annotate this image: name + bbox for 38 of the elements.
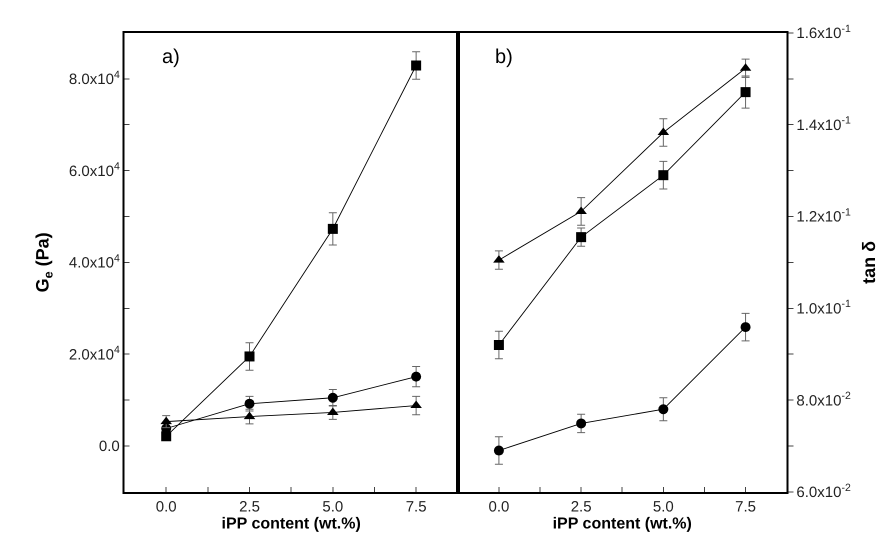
y-tick-label: 8.0x10$^{4}$ <box>68 68 120 88</box>
point <box>740 322 751 332</box>
point <box>740 87 751 98</box>
x-tick-label: 0.0 <box>156 498 177 516</box>
point <box>494 446 504 456</box>
point <box>244 398 255 409</box>
point <box>328 224 338 234</box>
x-tick-label: 5.0 <box>652 498 674 516</box>
x-tick-label: 2.5 <box>570 498 592 516</box>
x-axis-title: iPP content (wt.%) <box>222 516 361 533</box>
y2-tick-label: 1.6x10$^{-1}$ <box>796 22 851 42</box>
point <box>411 60 422 70</box>
point <box>494 340 504 350</box>
y-tick-label: 4.0x10$^{4}$ <box>68 252 120 272</box>
y-tick-label: 2.0x10$^{4}$ <box>68 344 120 364</box>
y2-tick-label: 1.0x10$^{-1}$ <box>796 298 851 318</box>
point <box>411 372 422 382</box>
x-tick-label: 2.5 <box>239 498 260 516</box>
y2-tick-label: 1.4x10$^{-1}$ <box>796 114 851 134</box>
x-tick-label: 5.0 <box>322 498 344 516</box>
x-tick-label: 7.5 <box>735 498 756 516</box>
point <box>328 392 338 403</box>
y2-tick-label: 8.0x10$^{-2}$ <box>796 390 851 410</box>
point <box>658 170 668 180</box>
point <box>576 232 586 242</box>
point <box>658 404 668 414</box>
annotation: b) <box>495 46 513 68</box>
point <box>244 351 255 362</box>
y2-tick-label: 6.0x10$^{-2}$ <box>796 482 851 502</box>
point <box>576 418 586 428</box>
x-tick-label: 7.5 <box>406 498 427 516</box>
y-tick-label: 0.0 <box>98 438 120 456</box>
y2-axis-title: tan δ <box>859 240 879 284</box>
annotation: a) <box>162 46 180 68</box>
y-tick-label: 6.0x10$^{4}$ <box>68 160 120 180</box>
y2-tick-label: 1.2x10$^{-1}$ <box>796 206 851 226</box>
x-tick-label: 0.0 <box>488 498 510 516</box>
x-axis-title: iPP content (wt.%) <box>552 516 692 533</box>
